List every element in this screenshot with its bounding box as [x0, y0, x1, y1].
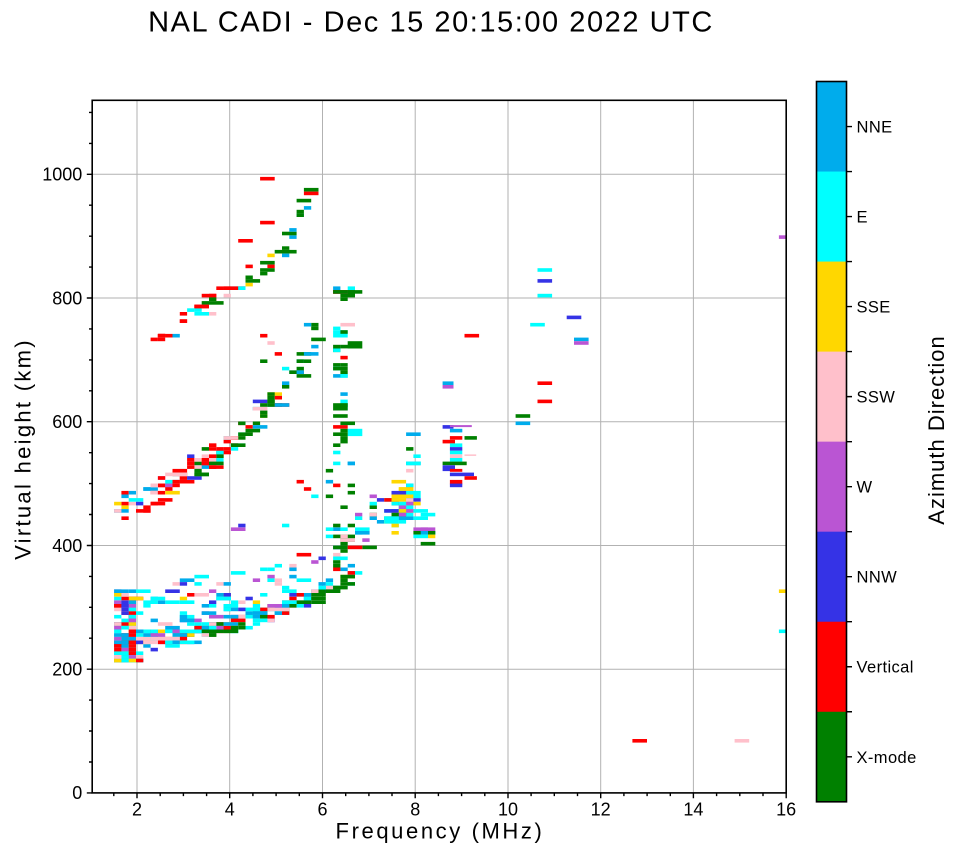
svg-text:X-mode: X-mode	[857, 749, 917, 767]
svg-text:12: 12	[591, 800, 611, 820]
svg-text:200: 200	[52, 660, 82, 680]
svg-text:800: 800	[52, 288, 82, 308]
svg-text:SSE: SSE	[857, 299, 891, 317]
svg-text:1000: 1000	[42, 165, 82, 185]
svg-text:E: E	[857, 209, 868, 227]
svg-text:W: W	[857, 479, 873, 497]
svg-text:2: 2	[132, 800, 142, 820]
svg-text:Virtual height (km): Virtual height (km)	[11, 338, 36, 560]
svg-text:4: 4	[225, 800, 235, 820]
svg-text:8: 8	[410, 800, 420, 820]
svg-text:NNW: NNW	[857, 569, 898, 587]
svg-text:16: 16	[776, 800, 796, 820]
svg-text:400: 400	[52, 536, 82, 556]
svg-text:10: 10	[498, 800, 518, 820]
svg-text:0: 0	[72, 783, 82, 803]
svg-text:6: 6	[317, 800, 327, 820]
svg-text:NNE: NNE	[857, 119, 893, 137]
svg-text:Azimuth Direction: Azimuth Direction	[924, 335, 949, 524]
svg-text:Frequency (MHz): Frequency (MHz)	[336, 819, 545, 844]
svg-text:NAL CADI - Dec 15 20:15:00 202: NAL CADI - Dec 15 20:15:00 2022 UTC	[148, 7, 714, 39]
svg-text:Vertical: Vertical	[857, 659, 914, 677]
svg-text:600: 600	[52, 412, 82, 432]
svg-text:SSW: SSW	[857, 389, 896, 407]
svg-text:14: 14	[683, 800, 703, 820]
